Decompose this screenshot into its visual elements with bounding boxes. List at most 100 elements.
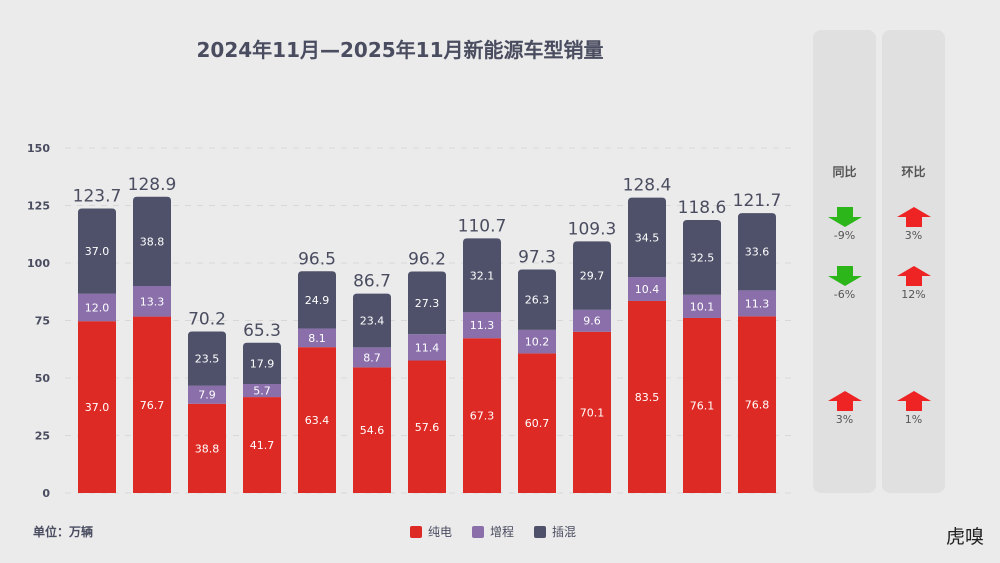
data-label: 33.6: [745, 246, 770, 259]
data-label: 32.5: [690, 251, 715, 264]
total-label: 97.3: [518, 247, 556, 267]
legend-item-erev: 增程: [472, 523, 514, 540]
total-label: 96.2: [408, 250, 446, 270]
bar-segment: [133, 196, 171, 286]
data-label: 57.6: [415, 421, 440, 434]
data-label: 41.7: [250, 439, 275, 452]
legend: 纯电 增程 插混: [410, 523, 576, 540]
bar-segment: [78, 293, 116, 322]
data-label: 83.5: [635, 391, 660, 404]
y-tick-label: 50: [35, 372, 51, 385]
bar-segment: [738, 213, 776, 291]
data-label: 11.3: [745, 297, 770, 310]
total-label: 128.9: [128, 175, 177, 195]
bar-segment: [408, 334, 446, 361]
data-label: 23.5: [195, 353, 220, 366]
total-label: 70.2: [188, 310, 226, 330]
total-label: 109.3: [568, 219, 617, 239]
bar-segment: [353, 293, 391, 348]
data-label: 10.4: [635, 283, 660, 296]
data-label: 76.7: [140, 399, 165, 412]
chart-title: 2024年11月—2025年11月新能源车型销量: [196, 38, 604, 62]
bar-segment: [243, 342, 281, 384]
arrow-down-icon: [827, 207, 862, 227]
bar-segment: [353, 367, 391, 493]
yoy-panel: 同比 -9% -6% 3%: [813, 30, 876, 493]
total-label: 110.7: [458, 216, 507, 236]
data-label: 67.3: [470, 410, 495, 423]
arrow-up-icon: [827, 391, 862, 411]
data-label: 37.0: [85, 401, 110, 414]
bar-segment: [628, 197, 666, 278]
bar-segment: [683, 294, 721, 318]
data-label: 34.5: [635, 231, 660, 244]
y-tick-label: 150: [27, 142, 50, 155]
arrow-down-icon: [827, 266, 862, 286]
bar-segment: [518, 353, 556, 493]
total-label: 118.6: [678, 198, 727, 218]
bar-segment: [133, 286, 171, 317]
bar-segment: [353, 347, 391, 368]
data-label: 29.7: [580, 270, 605, 283]
yoy-bev: 3%: [813, 391, 876, 426]
total-label: 121.7: [733, 191, 782, 211]
data-label: 24.9: [305, 294, 330, 307]
yoy-erev: -6%: [813, 266, 876, 301]
data-label: 70.1: [580, 406, 605, 419]
y-tick-label: 100: [27, 257, 50, 270]
y-tick-label: 0: [42, 487, 50, 500]
bar-segment: [78, 321, 116, 493]
bar-segment: [573, 331, 611, 493]
data-label: 76.1: [690, 399, 715, 412]
bar-segment: [628, 300, 666, 493]
arrow-up-icon: [896, 207, 931, 227]
bar-segment: [628, 277, 666, 301]
bar-segment: [683, 317, 721, 493]
bar-segment: [243, 397, 281, 493]
stacked-bar-chart: 0 25 50 75 100 125 150 37.0 12.0 37.0 123.7 76.7 13.…: [27, 142, 795, 500]
total-label: 86.7: [353, 272, 391, 292]
data-label: 10.1: [690, 300, 715, 313]
data-label: 26.3: [525, 294, 550, 307]
data-label: 8.1: [308, 332, 326, 345]
bar-segment: [298, 328, 336, 348]
bar-segment: [188, 385, 226, 404]
mom-erev: 12%: [882, 266, 945, 301]
data-label: 10.2: [525, 336, 550, 349]
data-label: 76.8: [745, 399, 770, 412]
bar-segment: [463, 338, 501, 493]
data-label: 60.7: [525, 417, 550, 430]
y-tick-label: 75: [35, 315, 50, 328]
total-label: 123.7: [73, 186, 122, 206]
bar-segment: [133, 316, 171, 493]
legend-item-bev: 纯电: [410, 523, 452, 540]
bar-segment: [408, 360, 446, 493]
mom-phev: 3%: [882, 207, 945, 242]
data-label: 63.4: [305, 414, 330, 427]
arrow-up-icon: [896, 266, 931, 286]
data-label: 9.6: [583, 315, 601, 328]
bar-segment: [188, 331, 226, 386]
total-label: 96.5: [298, 249, 336, 269]
data-label: 54.6: [360, 424, 385, 437]
data-label: 17.9: [250, 357, 275, 370]
bar-segment: [573, 309, 611, 332]
data-label: 5.7: [253, 385, 271, 398]
bar-segment: [518, 329, 556, 354]
data-label: 32.1: [470, 269, 495, 282]
data-label: 7.9: [198, 389, 216, 402]
mom-header: 环比: [901, 165, 926, 179]
data-label: 8.7: [363, 351, 381, 364]
data-label: 37.0: [85, 245, 110, 258]
data-label: 38.8: [195, 442, 220, 455]
bar-segment: [463, 312, 501, 339]
yoy-phev: -9%: [813, 207, 876, 242]
bar-segment: [408, 271, 446, 335]
data-label: 23.4: [360, 315, 385, 328]
data-label: 11.4: [415, 341, 440, 354]
bar-segment: [738, 290, 776, 317]
bar-segment: [463, 238, 501, 313]
bar-segment: [573, 241, 611, 310]
total-label: 65.3: [243, 321, 281, 341]
bar-segment: [188, 403, 226, 493]
